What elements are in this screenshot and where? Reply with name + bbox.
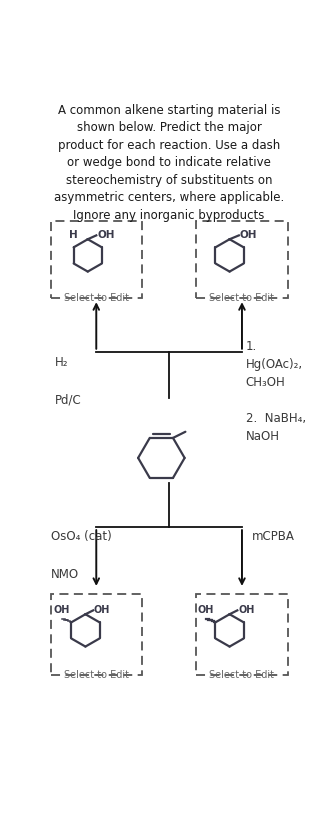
- Text: OH: OH: [94, 606, 110, 615]
- Bar: [196, 594, 288, 675]
- Text: OH: OH: [238, 606, 254, 615]
- Text: Select to Edit: Select to Edit: [210, 293, 275, 303]
- Text: Select to Edit: Select to Edit: [64, 670, 129, 680]
- Bar: [50, 221, 142, 298]
- Text: OsO₄ (cat)

NMO: OsO₄ (cat) NMO: [50, 530, 111, 581]
- Text: A common alkene starting material is
shown below. Predict the major
product for : A common alkene starting material is sho…: [54, 104, 284, 222]
- Text: OH: OH: [240, 230, 257, 241]
- Text: mCPBA: mCPBA: [252, 530, 295, 543]
- Bar: [196, 221, 288, 298]
- Text: OH: OH: [197, 606, 214, 615]
- Text: Select to Edit: Select to Edit: [64, 293, 129, 303]
- Text: Select to Edit: Select to Edit: [210, 670, 275, 680]
- Text: OH: OH: [53, 606, 69, 615]
- Text: OH: OH: [97, 230, 115, 241]
- Text: H: H: [69, 230, 78, 241]
- Bar: [50, 594, 142, 675]
- Text: 1.
Hg(OAc)₂,
CH₃OH

2.  NaBH₄,
NaOH: 1. Hg(OAc)₂, CH₃OH 2. NaBH₄, NaOH: [246, 340, 306, 443]
- Text: H₂

Pd/C: H₂ Pd/C: [55, 355, 82, 406]
